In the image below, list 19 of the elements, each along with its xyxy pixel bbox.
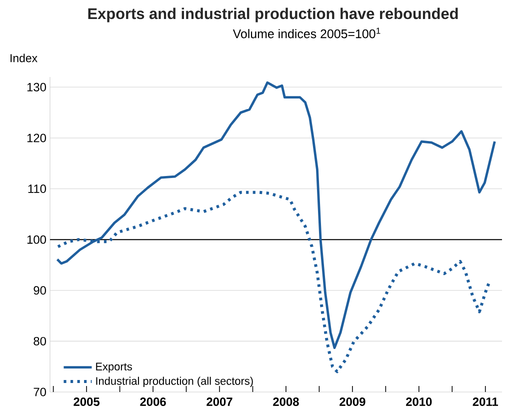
y-tick-label: 70	[34, 388, 46, 396]
y-tick-label: 80	[34, 336, 46, 346]
x-tick-label: 2005	[74, 398, 100, 406]
chart-title: Exports and industrial production have rebounded	[88, 8, 458, 22]
x-tick-label: 2007	[206, 398, 232, 406]
y-tick-label: 110	[28, 184, 46, 193]
x-tick-label: 2006	[140, 398, 166, 406]
y-tick-label: 130	[27, 82, 46, 92]
x-tick-label: 2008	[273, 398, 299, 406]
x-tick-label: 2011	[472, 398, 498, 406]
legend-label: Industrial production (all sectors)	[96, 376, 253, 388]
y-tick-label: 120	[27, 134, 46, 142]
y-tick-label: 100	[27, 235, 46, 244]
x-tick-label: 2009	[340, 398, 366, 406]
y-tick-label: 90	[34, 286, 46, 295]
x-tick-label: 2010	[406, 398, 432, 406]
legend-label: Exports	[96, 362, 132, 373]
y-axis-title: Index	[10, 54, 38, 62]
chart-subtitle: Volume indices 2005=100$^{1}$	[232, 28, 380, 38]
